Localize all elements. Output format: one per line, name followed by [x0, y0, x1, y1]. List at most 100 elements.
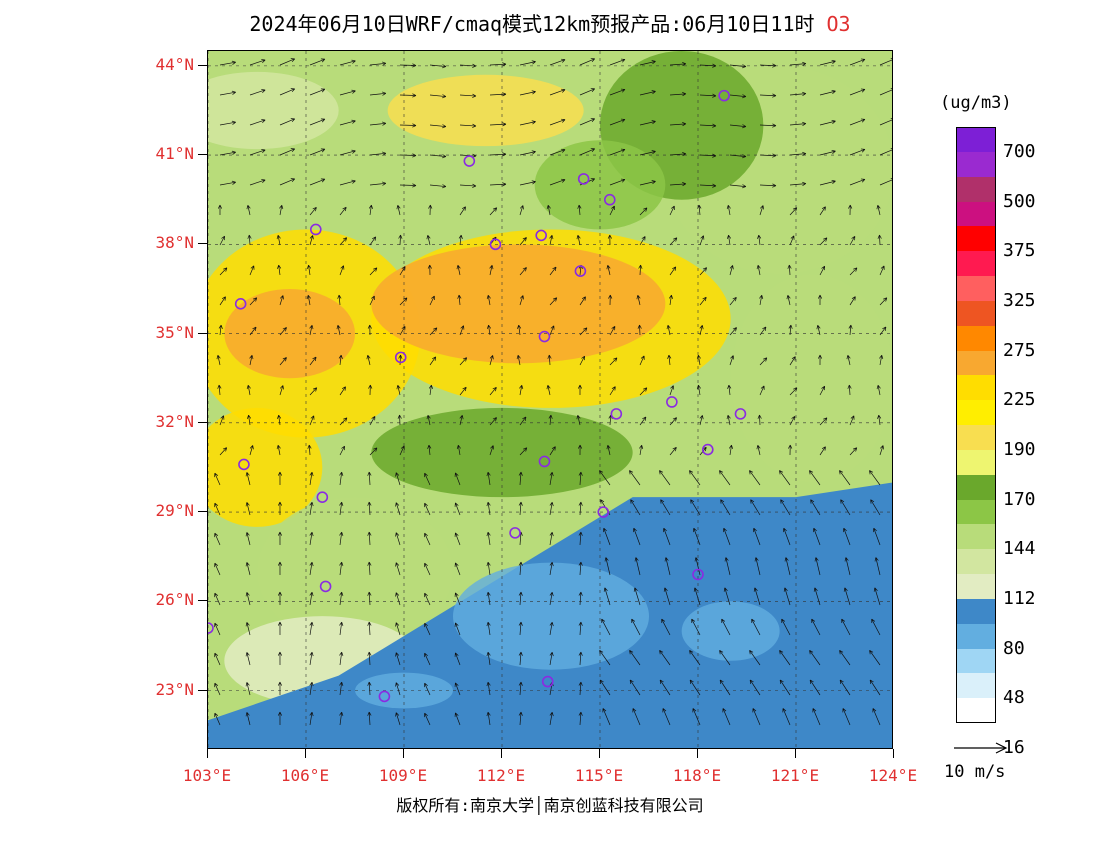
wind-vector	[693, 587, 701, 606]
wind-vector	[873, 587, 881, 606]
wind-vector	[722, 708, 731, 726]
wind-vector	[369, 236, 377, 246]
wind-vector	[277, 651, 283, 666]
wind-vector	[579, 355, 585, 366]
wind-vector	[489, 62, 507, 67]
wind-vector	[721, 618, 731, 636]
wind-vector	[219, 120, 236, 126]
wind-vector	[307, 444, 312, 456]
wind-vector	[249, 297, 258, 306]
wind-vector	[339, 621, 344, 636]
wind-vector	[519, 60, 536, 66]
wind-vector	[667, 354, 672, 366]
wind-vector	[549, 651, 554, 666]
wind-vector	[578, 501, 583, 516]
latitude-tick	[198, 243, 207, 245]
wind-vector	[397, 414, 402, 426]
wind-vector	[395, 622, 401, 636]
wind-vector	[547, 354, 552, 366]
legend-label: 170	[1003, 488, 1036, 510]
city-station-marker	[489, 238, 502, 251]
wind-vector	[696, 384, 701, 396]
wind-vector	[214, 562, 221, 576]
wind-vector	[395, 562, 401, 576]
wind-vector	[367, 711, 372, 726]
wind-vector	[339, 501, 344, 516]
legend-color-swatch	[956, 425, 996, 451]
legend-label: 80	[1003, 637, 1025, 659]
legend-color-swatch	[956, 574, 996, 600]
wind-vector	[699, 325, 704, 336]
wind-vector	[337, 294, 342, 306]
wind-vector	[427, 444, 432, 456]
wind-vector	[217, 204, 223, 216]
wind-vector	[339, 119, 356, 126]
wind-vector	[870, 499, 881, 516]
legend-color-swatch	[956, 673, 996, 699]
wind-vector	[219, 150, 236, 156]
wind-vector	[756, 445, 761, 456]
wind-vector	[757, 414, 762, 426]
longitude-tick-label: 121°E	[770, 766, 820, 785]
wind-vector	[489, 445, 495, 456]
wind-vector	[666, 324, 671, 336]
wind-vector	[779, 650, 791, 666]
wind-vector	[339, 531, 344, 546]
legend-label: 375	[1003, 240, 1036, 262]
wind-vector	[879, 297, 888, 306]
wind-vector	[395, 502, 401, 516]
wind-vector	[636, 295, 641, 306]
wind-vector	[458, 234, 463, 246]
wind-vector	[396, 385, 401, 396]
city-station-marker	[316, 491, 329, 503]
wind-vector	[663, 587, 671, 606]
wind-vector	[693, 527, 701, 546]
wind-vector	[759, 385, 765, 396]
legend-label: 144	[1003, 538, 1036, 560]
city-station-marker	[509, 527, 521, 539]
wind-vector	[749, 650, 761, 666]
wind-vector	[719, 650, 731, 666]
wind-vector	[869, 650, 881, 666]
legend-color-swatch	[956, 201, 996, 227]
wind-vector	[395, 652, 401, 666]
wind-vector	[369, 267, 378, 276]
wind-vector	[599, 679, 611, 696]
wind-vector	[690, 499, 701, 516]
wind-vector	[633, 527, 641, 546]
wind-vector	[309, 88, 326, 96]
wind-vector	[549, 325, 555, 336]
wind-vector	[726, 414, 731, 426]
wind-vector	[579, 148, 596, 156]
wind-vector	[399, 445, 405, 456]
wind-vector	[879, 445, 884, 456]
wind-vector	[819, 89, 836, 96]
wind-vector	[782, 708, 791, 726]
wind-vector	[459, 93, 477, 98]
wind-vector	[789, 235, 795, 246]
wind-vector	[398, 354, 403, 366]
legend-color-swatch	[956, 499, 996, 525]
wind-vector	[339, 681, 344, 696]
wind-vector	[399, 123, 417, 128]
wind-vector-scale-arrow	[954, 742, 1008, 754]
wind-vector	[720, 499, 731, 516]
wind-vector	[819, 417, 828, 426]
city-station-marker	[718, 89, 730, 102]
wind-vector	[459, 357, 468, 366]
legend-color-swatch	[956, 226, 996, 252]
wind-vector	[879, 148, 892, 156]
wind-vector	[245, 532, 251, 546]
wind-vector	[669, 205, 675, 216]
wind-vector	[639, 150, 656, 156]
wind-vector	[549, 266, 557, 276]
wind-vector	[489, 355, 494, 366]
city-station-marker	[208, 622, 214, 634]
wind-vector	[279, 58, 296, 66]
wind-vector	[609, 325, 616, 336]
wind-vector	[247, 234, 252, 246]
wind-vector	[429, 327, 438, 336]
wind-vector	[699, 235, 705, 246]
wind-vector	[639, 236, 646, 246]
wind-vector	[846, 355, 851, 366]
